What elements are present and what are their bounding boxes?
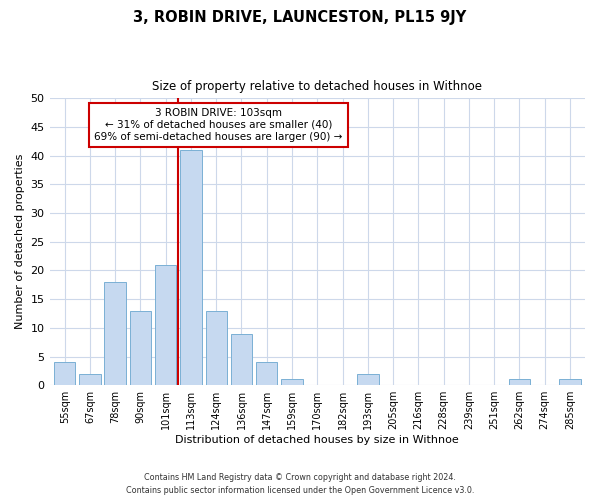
Bar	[509, 380, 530, 385]
X-axis label: Distribution of detached houses by size in Withnoe: Distribution of detached houses by size …	[175, 435, 459, 445]
Bar	[104, 282, 126, 385]
Bar	[79, 374, 101, 385]
Bar	[155, 264, 176, 385]
Bar	[559, 380, 581, 385]
Y-axis label: Number of detached properties: Number of detached properties	[15, 154, 25, 330]
Bar	[256, 362, 277, 385]
Bar	[54, 362, 76, 385]
Title: Size of property relative to detached houses in Withnoe: Size of property relative to detached ho…	[152, 80, 482, 93]
Bar	[231, 334, 252, 385]
Bar	[281, 380, 303, 385]
Bar	[130, 310, 151, 385]
Text: 3, ROBIN DRIVE, LAUNCESTON, PL15 9JY: 3, ROBIN DRIVE, LAUNCESTON, PL15 9JY	[133, 10, 467, 25]
Text: Contains HM Land Registry data © Crown copyright and database right 2024.
Contai: Contains HM Land Registry data © Crown c…	[126, 474, 474, 495]
Bar	[180, 150, 202, 385]
Bar	[357, 374, 379, 385]
Text: 3 ROBIN DRIVE: 103sqm
← 31% of detached houses are smaller (40)
69% of semi-deta: 3 ROBIN DRIVE: 103sqm ← 31% of detached …	[94, 108, 343, 142]
Bar	[206, 310, 227, 385]
